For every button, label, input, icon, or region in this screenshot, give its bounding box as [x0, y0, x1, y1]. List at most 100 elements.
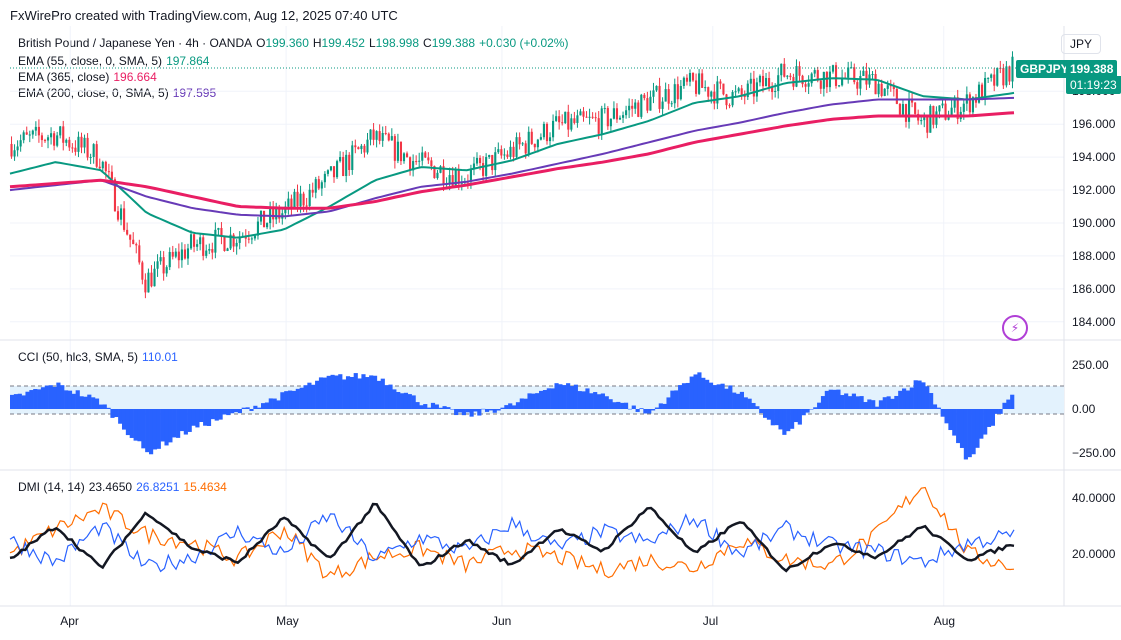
cci-bar — [179, 409, 185, 432]
candle-body — [153, 268, 156, 287]
ema200-legend[interactable]: EMA (200, close, 0, SMA, 5) 197.595 — [18, 86, 220, 100]
cci-bar — [40, 387, 46, 409]
candle-body — [807, 83, 810, 87]
cci-bar — [376, 380, 382, 409]
ema365-legend[interactable]: EMA (365, close) 196.664 — [18, 70, 161, 84]
cci-legend[interactable]: CCI (50, hlc3, SMA, 5) 110.01 — [18, 350, 182, 364]
cci-bar — [589, 393, 594, 409]
candle-body — [116, 211, 120, 220]
candle-body — [947, 116, 950, 120]
candle-body — [305, 205, 308, 207]
cci-bar — [724, 388, 729, 409]
ema55-legend[interactable]: EMA (55, close, 0, SMA, 5) 197.864 — [18, 54, 213, 68]
candle-body — [774, 90, 777, 93]
cci-bar — [790, 409, 795, 429]
cci-bar — [654, 407, 660, 409]
cci-bar — [222, 409, 227, 415]
candle-body — [454, 170, 457, 187]
candle-body — [40, 135, 44, 141]
candle-body — [968, 94, 971, 113]
cci-bar — [519, 398, 524, 409]
candle-body — [104, 161, 107, 172]
low-label: L — [368, 36, 376, 50]
candle-body — [53, 133, 56, 146]
lightning-icon[interactable]: ⚡ — [1002, 315, 1028, 341]
cci-bar — [438, 407, 443, 409]
cci-bar — [384, 385, 389, 409]
candle-body — [719, 81, 722, 84]
cci-bar — [29, 390, 34, 409]
open-value: 199.360 — [265, 36, 309, 50]
candle-body — [497, 149, 500, 153]
currency-selector[interactable]: JPY — [1060, 34, 1101, 54]
dmi-legend[interactable]: DMI (14, 14) 23.4650 26.8251 15.4634 — [18, 480, 231, 494]
cci-tick-label: −250.00 — [1072, 446, 1116, 461]
cci-bar — [832, 389, 837, 409]
candle-body — [634, 102, 637, 109]
candle-body — [98, 166, 101, 169]
candle-body — [1005, 66, 1008, 86]
candle-body — [628, 105, 631, 111]
cci-bar — [400, 393, 405, 409]
candle-body — [16, 146, 19, 151]
cci-bar — [878, 400, 884, 409]
cci-bar — [168, 409, 173, 443]
cci-bar — [500, 407, 505, 409]
candle-body — [713, 91, 716, 104]
candle-body — [646, 98, 649, 111]
cci-bar — [427, 407, 432, 409]
cci-bar — [137, 409, 142, 442]
candle-body — [938, 105, 941, 112]
candle-body — [716, 81, 719, 104]
cci-bar — [25, 391, 30, 409]
candle-body — [576, 115, 579, 123]
candle-body — [384, 132, 387, 134]
cci-bar — [307, 382, 312, 409]
cci-bar — [125, 409, 131, 436]
candle-body — [652, 90, 655, 97]
cci-bar — [627, 408, 633, 410]
cci-bar — [334, 375, 339, 409]
high-value: 199.452 — [321, 36, 365, 50]
candle-body — [59, 126, 62, 136]
cci-bar — [886, 396, 891, 409]
candle-body — [418, 160, 421, 162]
candle-body — [536, 139, 539, 148]
cci-bar — [805, 409, 810, 413]
candle-body — [144, 279, 147, 293]
cci-bar — [959, 409, 965, 448]
cci-bar — [434, 404, 439, 409]
candle-body — [618, 117, 622, 120]
candle-body — [740, 88, 743, 95]
cci-bar — [573, 384, 578, 409]
dmi-lines — [9, 486, 1015, 579]
candle-body — [339, 156, 342, 162]
cci-bar — [249, 409, 254, 411]
cci-bar — [311, 384, 316, 409]
candle-body — [582, 111, 585, 117]
candle-body — [80, 136, 83, 148]
cci-bar — [226, 409, 231, 416]
candle-body — [664, 89, 667, 102]
candle-body — [911, 99, 914, 103]
cci-bar — [681, 383, 687, 409]
cci-bar — [770, 409, 775, 426]
symbol-tag: GBPJPY — [1016, 60, 1073, 78]
candle-body — [31, 130, 34, 135]
candle-body — [883, 88, 886, 96]
candle-body — [695, 80, 698, 94]
candle-body — [798, 66, 801, 76]
candle-body — [451, 175, 454, 187]
candle-body — [189, 234, 193, 249]
cci-bar — [778, 409, 783, 430]
candle-body — [329, 166, 333, 171]
candle-body — [701, 73, 704, 88]
candle-body — [375, 131, 378, 140]
candle-body — [89, 156, 92, 158]
cci-bar — [658, 403, 663, 409]
candle-body — [469, 168, 472, 182]
cci-bar — [172, 409, 177, 438]
candle-body — [768, 77, 771, 87]
candle-body — [512, 146, 515, 157]
